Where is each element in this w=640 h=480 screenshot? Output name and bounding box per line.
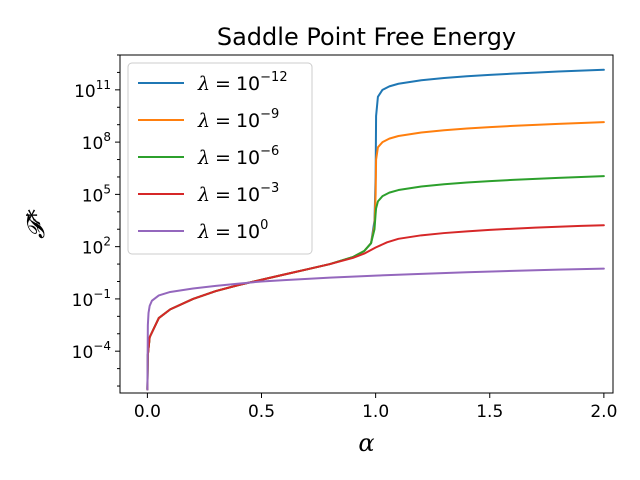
chart-marks: 0.0 0.5 1.0 1.5 2.0 10−4 10−1 102 105 108 1011 Sadd… (22, 23, 617, 457)
y-tick-label-4: 108 (82, 130, 111, 154)
legend-label-1: λ = 10−9 (197, 107, 279, 132)
legend-label-0: λ = 10−12 (197, 70, 288, 95)
legend-label-3: λ = 10−3 (197, 181, 279, 206)
y-tick-label-1: 10−1 (72, 287, 111, 311)
x-tick-label-4: 2.0 (590, 402, 617, 422)
y-tick-label-0: 10−4 (72, 339, 111, 363)
x-tick-label-2: 1.0 (362, 402, 389, 422)
x-tick-label-0: 0.0 (134, 402, 161, 422)
chart-title: Saddle Point Free Energy (217, 23, 516, 51)
x-tick-label-3: 1.5 (476, 402, 503, 422)
legend-label-2: λ = 10−6 (197, 144, 279, 169)
y-axis-label: 𝓕* (22, 209, 50, 239)
x-axis-label: α (358, 429, 374, 457)
y-tick-label-5: 1011 (74, 78, 111, 102)
series-line-3 (146, 224, 605, 391)
series-lines (146, 68, 605, 391)
legend: λ = 10−12 λ = 10−9 λ = 10−6 λ = 10−3 λ = 100 (127, 62, 313, 255)
x-tick-label-1: 0.5 (248, 402, 275, 422)
legend-box (127, 62, 313, 255)
plot-frame (119, 54, 614, 394)
y-tick-label-2: 102 (82, 235, 111, 259)
legend-label-4: λ = 100 (197, 218, 268, 243)
series-line-4 (146, 267, 605, 391)
y-tick-label-3: 105 (82, 182, 111, 206)
